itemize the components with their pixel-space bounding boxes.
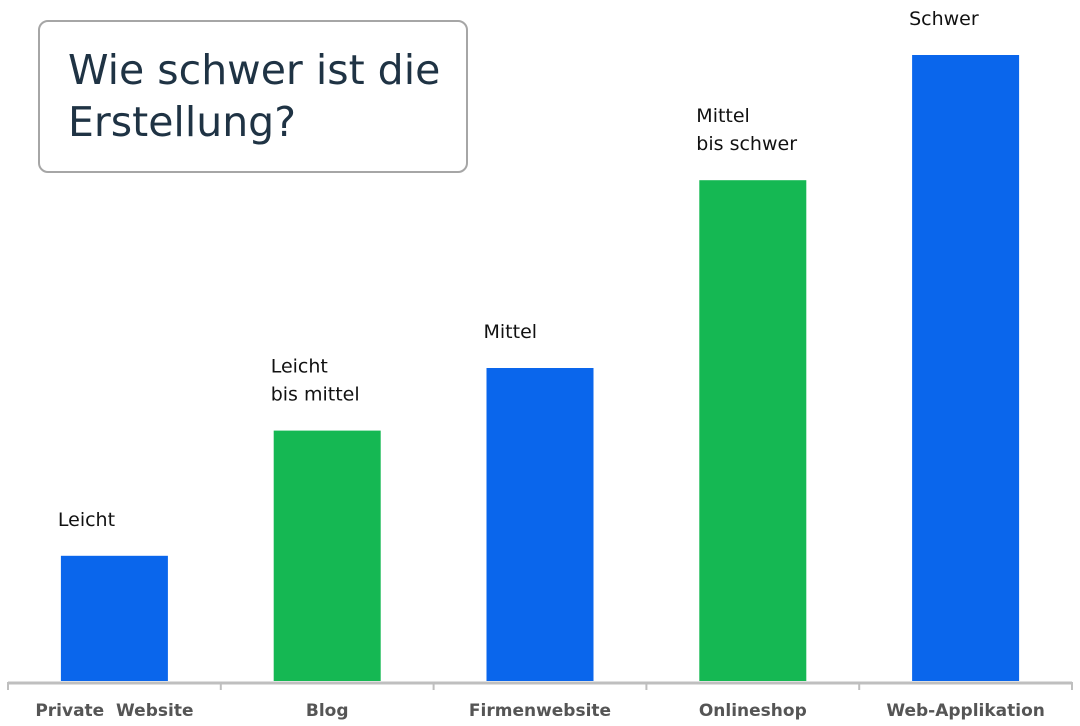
bar	[273, 430, 381, 681]
bar	[912, 55, 1020, 681]
data-label: Mittel	[484, 321, 538, 343]
chart-title: Wie schwer ist die Erstellung?	[68, 46, 441, 146]
x-tick-label: Web-Applikation	[886, 701, 1045, 721]
bar	[699, 180, 807, 681]
x-tick-label: Onlineshop	[699, 701, 807, 721]
data-label: Mittel	[696, 105, 750, 127]
data-label: Leicht	[271, 356, 328, 378]
data-label: bis mittel	[271, 384, 360, 406]
bar	[486, 368, 594, 681]
x-tick-label: Private Website	[35, 701, 193, 721]
chart-title-box: Wie schwer ist die Erstellung?	[38, 20, 468, 173]
data-label: Schwer	[909, 8, 979, 30]
x-tick-label: Firmenwebsite	[469, 701, 611, 721]
data-label: Leicht	[58, 509, 115, 531]
data-label: bis schwer	[696, 133, 797, 155]
x-tick-label: Blog	[306, 701, 349, 721]
bar	[60, 555, 168, 681]
